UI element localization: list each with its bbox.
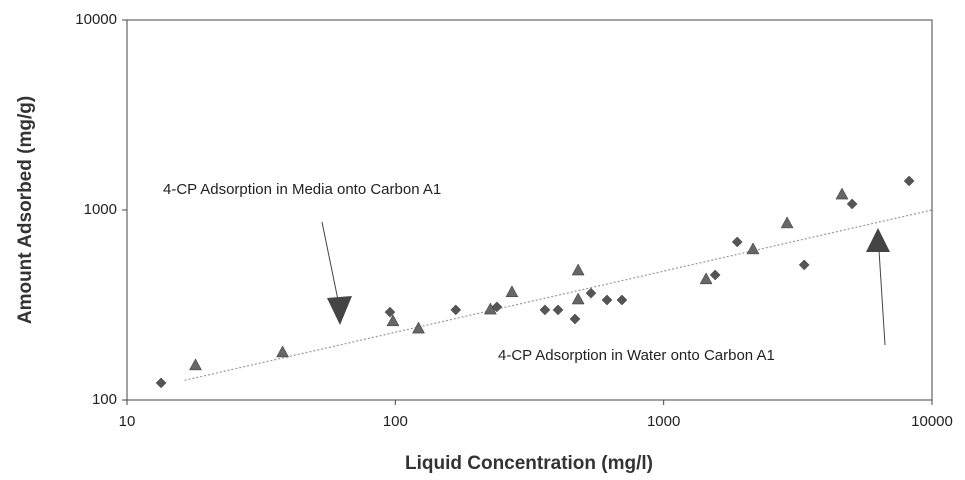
triangle-point [699,272,713,285]
triangle-point [386,314,400,327]
diamond-point [491,301,503,313]
triangle-point [483,302,497,315]
diamond-point [601,294,613,306]
diamond-point [585,287,597,299]
y-tick-label: 100 [92,391,117,408]
triangle-point [189,358,202,371]
x-tick-label: 100 [383,413,408,430]
diamond-point [450,304,462,316]
arrowhead [866,228,890,252]
arrowhead [327,296,352,325]
diamond-point [569,313,581,325]
x-axis-title: Liquid Concentration (mg/l) [405,453,653,474]
diamond-point [384,306,396,318]
x-tick-label: 1000 [647,413,680,430]
y-tick-label: 10000 [75,11,117,28]
diamond-point [155,377,167,389]
diamond-point [731,236,743,248]
diamond-point [616,294,628,306]
arrow [878,249,886,346]
annotation: 4-CP Adsorption in Water onto Carbon A1 [498,347,775,364]
triangle-point [746,242,760,255]
y-axis-title: Amount Adsorbed (mg/g) [15,96,36,324]
y-tick-label: 1000 [84,201,117,218]
triangle-point [505,285,519,298]
diamond-point [552,304,564,316]
diamond-point [798,259,810,271]
diamond-point [903,175,915,187]
triangle-point [412,321,425,334]
triangle-point [780,216,794,229]
plot-frame [126,19,933,401]
annotation: 4-CP Adsorption in Media onto Carbon A1 [163,181,441,198]
triangle-point [835,187,849,200]
diamond-point [539,304,551,316]
x-tick-label: 10000 [911,413,953,430]
diamond-point [709,269,721,281]
triangle-point [571,292,585,305]
triangle-point [276,345,289,358]
diamond-point [846,198,858,210]
x-tick-label: 10 [119,413,136,430]
triangle-point [571,263,585,276]
arrow [321,221,339,301]
